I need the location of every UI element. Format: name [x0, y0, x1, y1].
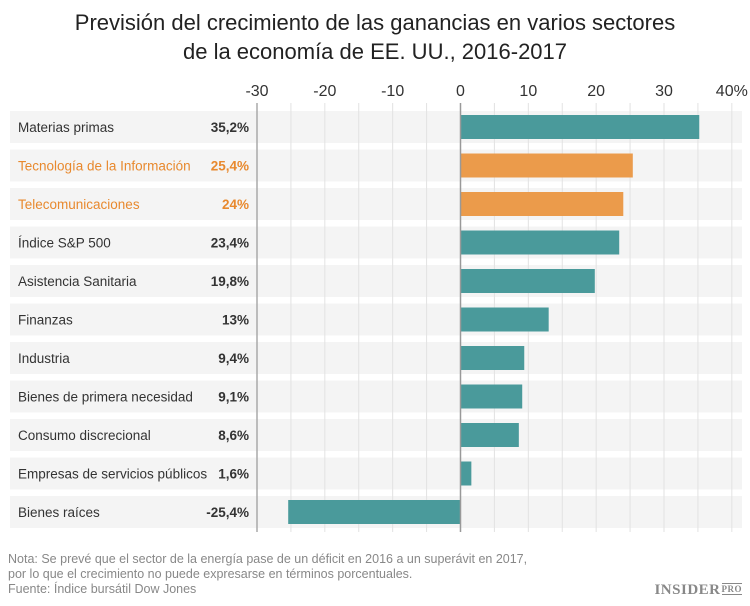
row-background [10, 457, 742, 490]
category-label: Bienes raíces [18, 505, 100, 520]
bar [460, 153, 633, 178]
logo-main: INSIDER [654, 582, 721, 598]
bar [460, 115, 700, 139]
x-tick-label: 10 [519, 83, 537, 100]
row-background [10, 265, 742, 297]
bar [460, 346, 525, 370]
category-label: Bienes de primera necesidad [18, 390, 193, 405]
category-label: Índice S&P 500 [18, 236, 111, 251]
x-tick-label: -10 [381, 83, 404, 100]
source-line: Fuente: Índice bursátil Dow Jones [8, 582, 197, 596]
value-label: 24% [222, 197, 249, 212]
note-line-1: Nota: Se prevé que el sector de la energ… [8, 552, 528, 566]
value-label: -25,4% [206, 505, 249, 520]
title-line-2: de la economía de EE. UU., 2016-2017 [182, 39, 568, 64]
x-tick-label: 40% [716, 83, 748, 100]
row-background [10, 342, 742, 374]
chart-title: Previsión del crecimiento de las gananci… [0, 8, 750, 66]
x-tick-label: 30 [655, 83, 673, 100]
value-label: 25,4% [211, 159, 249, 174]
bar [460, 307, 549, 332]
title-line-1: Previsión del crecimiento de las gananci… [74, 10, 676, 35]
x-tick-label: -20 [313, 83, 336, 100]
category-label: Tecnología de la Información [18, 159, 191, 174]
bar [460, 230, 620, 255]
bar [460, 423, 519, 447]
category-label: Consumo discrecional [18, 428, 151, 443]
bar [460, 269, 595, 293]
category-label: Industria [18, 351, 70, 366]
value-label: 9,4% [218, 351, 249, 366]
note-line-2: por lo que el crecimiento no puede expre… [8, 567, 413, 581]
footnotes: Nota: Se prevé que el sector de la energ… [8, 552, 527, 597]
bar [288, 500, 461, 524]
category-label: Telecomunicaciones [18, 197, 140, 212]
category-label: Finanzas [18, 313, 73, 328]
category-label: Materias primas [18, 120, 114, 135]
value-label: 35,2% [211, 120, 249, 135]
value-label: 19,8% [211, 274, 249, 289]
bar [460, 192, 624, 216]
value-label: 8,6% [218, 428, 249, 443]
x-tick-label: 20 [587, 83, 605, 100]
value-label: 1,6% [218, 467, 249, 482]
value-label: 13% [222, 313, 249, 328]
insider-pro-logo: INSIDERPRO [654, 582, 742, 599]
row-background [10, 419, 742, 451]
logo-sub: PRO [721, 583, 742, 595]
value-label: 9,1% [218, 390, 249, 405]
bar [460, 384, 523, 409]
x-tick-label: 0 [456, 83, 465, 100]
value-label: 23,4% [211, 236, 249, 251]
x-tick-label: -30 [245, 83, 268, 100]
bar-chart: -30 -20 -10 0 10 20 30 40% Materias primas 35,2% T… [10, 83, 748, 532]
category-label: Asistencia Sanitaria [18, 274, 137, 289]
bar [460, 461, 472, 486]
row-background [10, 303, 742, 336]
row-background [10, 226, 742, 259]
row-background [10, 380, 742, 413]
category-label: Empresas de servicios públicos [18, 467, 207, 482]
